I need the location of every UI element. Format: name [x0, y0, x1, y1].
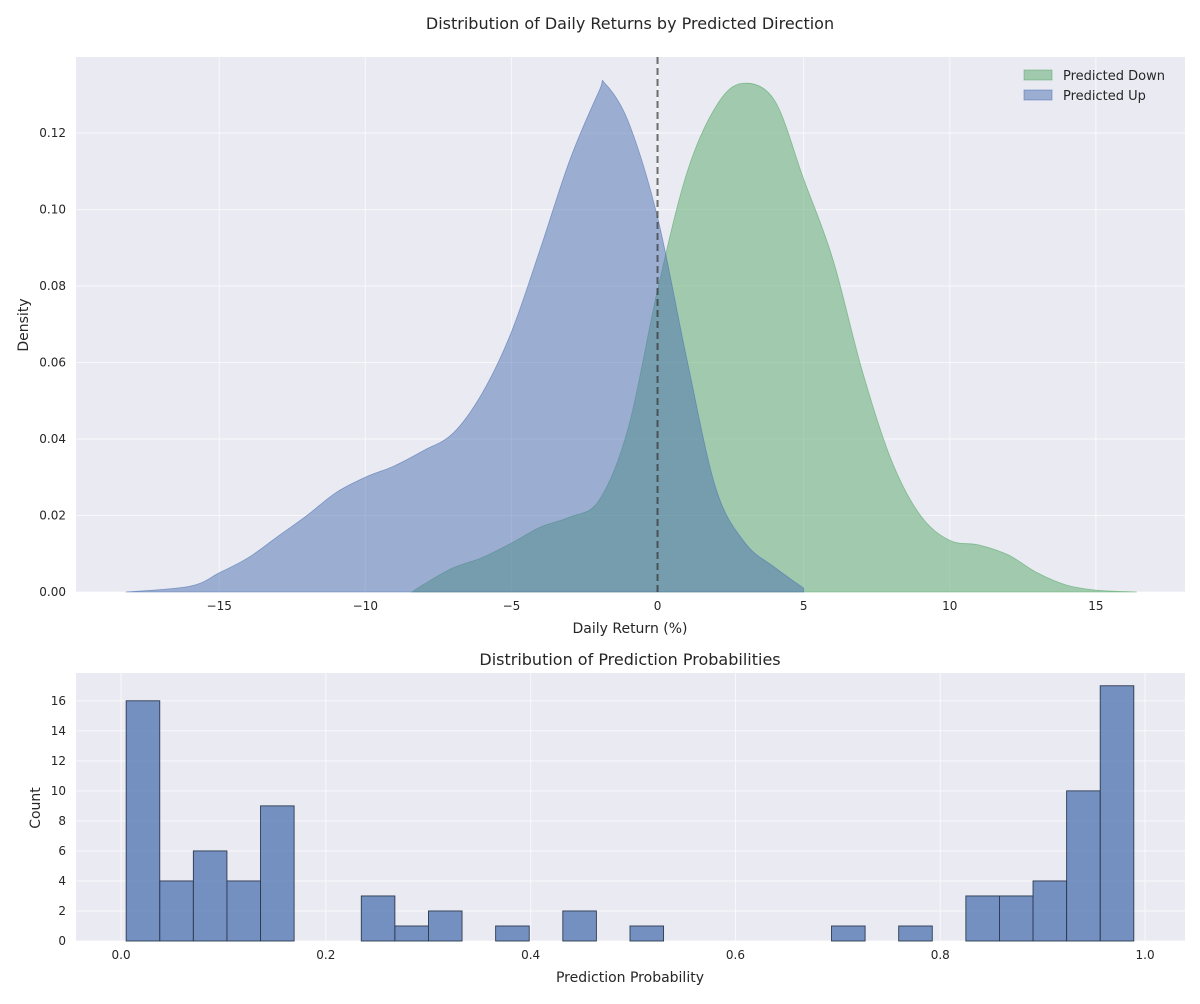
y-tick-label: 10: [51, 784, 66, 798]
legend-label: Predicted Up: [1063, 89, 1146, 104]
histogram-bar: [125, 700, 161, 942]
histogram-bar: [159, 880, 194, 942]
histogram-bar: [1066, 790, 1101, 942]
histogram-bar: [831, 925, 866, 942]
histogram-bar: [629, 925, 665, 942]
histogram-bar: [998, 895, 1034, 942]
x-tick-label: 15: [1088, 599, 1103, 613]
y-tick-label: 0.00: [39, 585, 66, 599]
hist-axes: 0.0 0.2 0.4 0.6 0.8 1.0 0 2 4 6 8 10 12 14 16: [51, 673, 1185, 962]
y-tick-label: 6: [58, 844, 66, 858]
x-tick-label: 0.6: [726, 948, 745, 962]
histogram-bar: [495, 925, 530, 942]
histogram-bar: [394, 925, 429, 942]
kde-axes: −15 −10 −5 0 5 10 15 0.00 0.02 0.04 0.06 0.08 0.10 0.…: [39, 57, 1185, 613]
kde-ylabel: Density: [16, 298, 32, 351]
y-tick-label: 0.08: [39, 279, 66, 293]
x-tick-label: 0.0: [112, 948, 131, 962]
x-tick-label: 10: [942, 599, 957, 613]
legend-swatch: [1023, 89, 1053, 101]
y-tick-label: 16: [51, 694, 66, 708]
x-tick-label: −15: [207, 599, 232, 613]
y-tick-label: 2: [58, 904, 66, 918]
histogram-bar: [898, 925, 933, 942]
legend: Predicted Down Predicted Up: [1023, 69, 1165, 104]
histogram-bar: [1099, 685, 1135, 942]
kde-area-predicted-up: [125, 79, 805, 593]
y-tick-label: 0.12: [39, 126, 66, 140]
y-tick-label: 8: [58, 814, 66, 828]
hist-title: Distribution of Prediction Probabilities: [479, 650, 780, 669]
histogram-bar: [360, 895, 396, 942]
y-tick-label: 12: [51, 754, 66, 768]
histogram-bar: [428, 910, 463, 942]
hist-xlabel: Prediction Probability: [556, 970, 704, 986]
y-tick-label: 0.02: [39, 509, 66, 523]
legend-label: Predicted Down: [1063, 69, 1165, 84]
y-tick-label: 0.06: [39, 356, 66, 370]
y-tick-label: 0.10: [39, 203, 66, 217]
histogram-bar: [192, 850, 228, 942]
x-tick-label: 0.2: [316, 948, 335, 962]
histogram-bar: [562, 910, 597, 942]
x-tick-label: −5: [503, 599, 521, 613]
kde-xlabel: Daily Return (%): [572, 621, 687, 637]
x-tick-label: −10: [353, 599, 378, 613]
histogram-bar: [965, 895, 1000, 942]
y-tick-label: 0: [58, 934, 66, 948]
x-tick-label: 5: [800, 599, 808, 613]
x-tick-label: 0.8: [931, 948, 950, 962]
y-tick-label: 0.04: [39, 432, 66, 446]
kde-title: Distribution of Daily Returns by Predict…: [426, 14, 834, 33]
y-tick-label: 14: [51, 724, 66, 738]
histogram-bar: [226, 880, 261, 942]
x-tick-label: 0.4: [521, 948, 540, 962]
histogram-bar: [260, 805, 295, 942]
y-tick-label: 4: [58, 874, 66, 888]
legend-swatch: [1023, 69, 1053, 81]
histogram-bar: [1032, 880, 1068, 942]
x-tick-label: 0: [654, 599, 662, 613]
x-tick-label: 1.0: [1136, 948, 1155, 962]
hist-ylabel: Count: [28, 787, 44, 829]
